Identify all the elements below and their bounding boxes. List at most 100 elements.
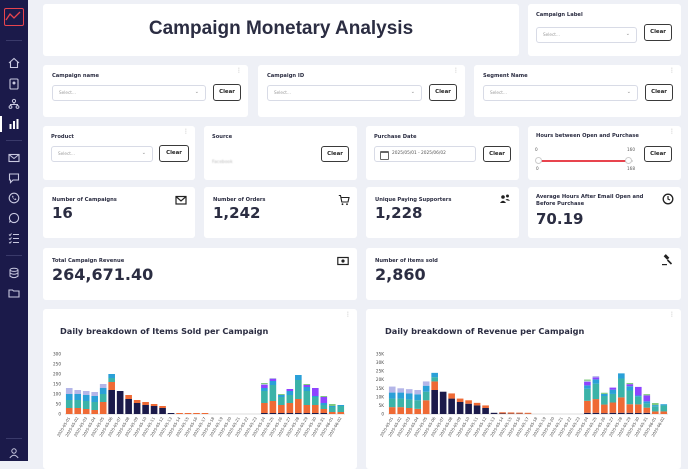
bar-segment[interactable]: [91, 410, 98, 414]
bar-segment[interactable]: [440, 392, 447, 414]
bar-segment[interactable]: [627, 386, 634, 390]
bar-segment[interactable]: [593, 376, 600, 377]
bar-segment[interactable]: [320, 405, 327, 409]
bar-segment[interactable]: [66, 388, 73, 394]
bar-segment[interactable]: [431, 390, 438, 414]
bar-segment[interactable]: [337, 412, 344, 414]
bar-segment[interactable]: [91, 402, 98, 410]
bar-segment[interactable]: [261, 383, 268, 384]
bar-segment[interactable]: [278, 397, 285, 405]
card-menu-icon[interactable]: ⋮: [669, 129, 675, 135]
bar-segment[interactable]: [134, 400, 141, 403]
bar-segment[interactable]: [414, 394, 421, 400]
bar-segment[interactable]: [304, 405, 311, 413]
campaign-name-select[interactable]: Select... ⌄: [52, 85, 206, 101]
bar-segment[interactable]: [660, 405, 667, 411]
app-logo[interactable]: [4, 8, 24, 26]
product-select[interactable]: Select... ⌄: [51, 146, 153, 162]
bar-segment[interactable]: [635, 395, 642, 396]
bar-segment[interactable]: [660, 404, 667, 405]
bar-segment[interactable]: [278, 395, 285, 397]
bar-segment[interactable]: [423, 386, 430, 392]
bar-segment[interactable]: [261, 384, 268, 385]
bar-segment[interactable]: [304, 385, 311, 387]
bar-segment[interactable]: [635, 387, 642, 396]
bar-segment[interactable]: [329, 404, 336, 406]
bar-segment[interactable]: [312, 397, 319, 405]
bar-segment[interactable]: [457, 399, 464, 402]
campaign-id-select[interactable]: Select... ⌄: [267, 85, 422, 101]
bar-segment[interactable]: [593, 384, 600, 399]
bar-segment[interactable]: [304, 391, 311, 405]
bar-segment[interactable]: [100, 402, 107, 414]
bar-segment[interactable]: [397, 393, 404, 399]
bar-segment[interactable]: [159, 408, 166, 414]
bar-segment[interactable]: [151, 406, 158, 414]
bar-segment[interactable]: [618, 379, 625, 398]
bar-segment[interactable]: [584, 401, 591, 413]
bar-segment[interactable]: [329, 407, 336, 412]
bar-segment[interactable]: [320, 409, 327, 413]
home-icon[interactable]: [8, 57, 20, 69]
bar-segment[interactable]: [142, 402, 149, 405]
bar-chart-icon[interactable]: [8, 118, 20, 130]
bar-segment[interactable]: [627, 383, 634, 384]
bar-segment[interactable]: [423, 400, 430, 414]
chat-icon[interactable]: [8, 172, 20, 184]
bar-segment[interactable]: [278, 413, 285, 414]
bar-segment[interactable]: [295, 375, 302, 380]
bar-segment[interactable]: [610, 390, 617, 394]
bar-segment[interactable]: [618, 373, 625, 378]
bar-segment[interactable]: [83, 391, 90, 395]
bar-segment[interactable]: [474, 403, 481, 406]
bar-segment[interactable]: [287, 391, 294, 395]
bar-segment[interactable]: [397, 407, 404, 414]
bar-segment[interactable]: [100, 384, 107, 388]
bar-segment[interactable]: [525, 413, 532, 414]
bar-segment[interactable]: [66, 400, 73, 408]
card-menu-icon[interactable]: ⋮: [669, 68, 675, 74]
bar-segment[interactable]: [593, 413, 600, 414]
bar-segment[interactable]: [142, 405, 149, 414]
bar-segment[interactable]: [593, 399, 600, 413]
phone-icon[interactable]: [8, 192, 20, 204]
bar-segment[interactable]: [499, 412, 506, 413]
clear-campaign-label-button[interactable]: Clear: [644, 24, 672, 41]
bar-segment[interactable]: [304, 384, 311, 385]
bar-segment[interactable]: [652, 403, 659, 405]
bar-segment[interactable]: [652, 411, 659, 414]
bar-segment[interactable]: [320, 403, 327, 405]
bar-segment[interactable]: [329, 412, 336, 414]
slider-low-handle[interactable]: [535, 157, 542, 164]
bar-segment[interactable]: [125, 395, 132, 399]
bar-segment[interactable]: [601, 393, 608, 394]
bar-segment[interactable]: [329, 406, 336, 407]
bar-segment[interactable]: [261, 385, 268, 388]
bar-segment[interactable]: [100, 394, 107, 402]
bar-segment[interactable]: [610, 413, 617, 414]
bar-segment[interactable]: [406, 408, 413, 414]
bar-segment[interactable]: [643, 408, 650, 413]
bar-segment[interactable]: [74, 400, 81, 408]
bar-segment[interactable]: [457, 402, 464, 414]
bar-segment[interactable]: [108, 390, 115, 414]
bar-segment[interactable]: [448, 399, 455, 414]
bar-segment[interactable]: [66, 408, 73, 414]
bar-segment[interactable]: [168, 413, 175, 414]
bar-segment[interactable]: [125, 399, 132, 414]
hours-range-slider[interactable]: 0 160 0 168: [538, 147, 633, 171]
bar-segment[interactable]: [601, 405, 608, 414]
bar-segment[interactable]: [261, 413, 268, 414]
whatsapp-icon[interactable]: [8, 212, 20, 224]
bar-segment[interactable]: [627, 413, 634, 414]
bar-segment[interactable]: [627, 391, 634, 405]
bar-segment[interactable]: [295, 380, 302, 399]
bar-segment[interactable]: [482, 405, 489, 408]
bar-segment[interactable]: [652, 406, 659, 411]
bar-segment[interactable]: [202, 413, 209, 414]
user-icon[interactable]: [8, 447, 20, 459]
folder-icon[interactable]: [8, 287, 20, 299]
campaign-label-select[interactable]: Select... ⌄: [536, 27, 637, 43]
bar-segment[interactable]: [601, 396, 608, 405]
bar-segment[interactable]: [423, 392, 430, 401]
